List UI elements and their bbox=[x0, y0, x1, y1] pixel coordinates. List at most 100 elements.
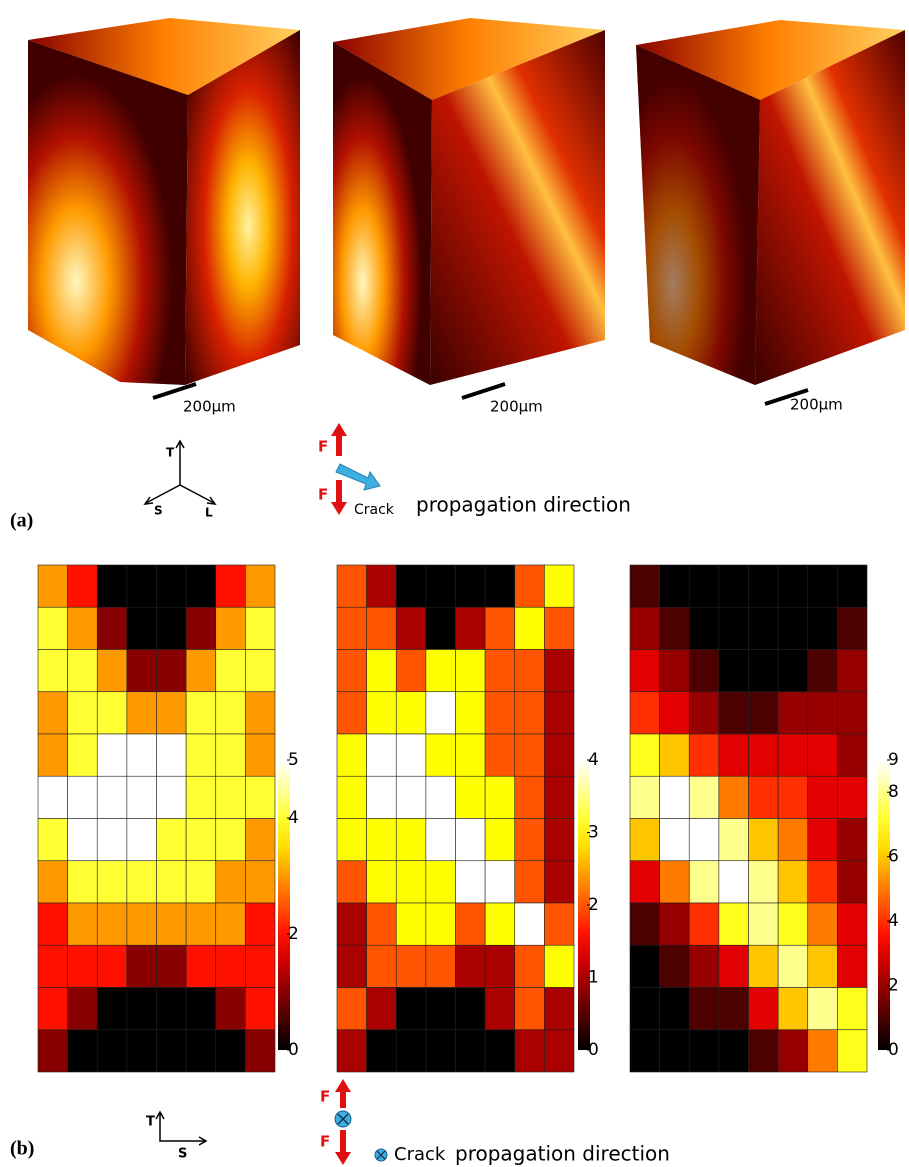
heatmap-cell bbox=[67, 944, 98, 988]
heatmap-cell bbox=[807, 860, 838, 904]
axis-label: L bbox=[205, 506, 213, 520]
heatmap-cell bbox=[659, 944, 690, 988]
force-arrows bbox=[331, 423, 381, 515]
heatmap-cell bbox=[425, 691, 456, 735]
heatmap-cell bbox=[37, 902, 68, 946]
heatmap-cell bbox=[544, 691, 575, 735]
axis-triad bbox=[143, 439, 217, 505]
heatmap-cell bbox=[96, 860, 128, 904]
heatmap-cell bbox=[837, 944, 868, 988]
heatmap-cell bbox=[718, 649, 749, 693]
colorbar-tick-label: 4 bbox=[288, 808, 299, 828]
heatmap-cell bbox=[659, 902, 690, 946]
heatmap-cell bbox=[629, 775, 660, 819]
heatmap-cell bbox=[688, 606, 720, 650]
heatmap-cell bbox=[96, 1029, 128, 1073]
heatmap-cell bbox=[156, 944, 187, 988]
heatmap-cell bbox=[336, 860, 367, 904]
heatmap-cell bbox=[215, 818, 246, 862]
heatmap-cell bbox=[336, 691, 367, 735]
heatmap-cell bbox=[544, 818, 575, 862]
heatmap-cell bbox=[215, 1029, 246, 1073]
heatmap-cell bbox=[544, 649, 575, 693]
heatmap-cell bbox=[807, 987, 838, 1031]
heatmap-cell bbox=[837, 818, 868, 862]
heatmap-cell bbox=[37, 944, 68, 988]
heatmap-cell bbox=[366, 902, 397, 946]
scale-label: 200µm bbox=[790, 396, 843, 414]
heatmap-cell bbox=[688, 564, 720, 608]
heatmap-cell bbox=[659, 691, 690, 735]
heatmap-cell bbox=[395, 564, 427, 608]
crack-label: Crack bbox=[394, 1144, 446, 1165]
heatmap-cell bbox=[366, 860, 397, 904]
heatmap-cell bbox=[366, 649, 397, 693]
heatmap-cell bbox=[807, 902, 838, 946]
heatmap-cell bbox=[156, 860, 187, 904]
heatmap-cell bbox=[215, 691, 246, 735]
heatmap-cell bbox=[748, 818, 779, 862]
heatmap-cell bbox=[245, 606, 276, 650]
heatmap-cell bbox=[336, 987, 367, 1031]
heatmap-cell bbox=[688, 649, 720, 693]
heatmap-cell bbox=[544, 987, 575, 1031]
heatmap-cell bbox=[67, 691, 98, 735]
heatmap-cell bbox=[688, 818, 720, 862]
colorbar-tick-label: 4 bbox=[588, 750, 599, 770]
heatmap-cell bbox=[185, 944, 217, 988]
heatmap-cell bbox=[484, 649, 516, 693]
heatmap-cell bbox=[67, 733, 98, 777]
heatmap-cell bbox=[688, 860, 720, 904]
heatmap-cell bbox=[185, 564, 217, 608]
heatmap-cell bbox=[777, 733, 809, 777]
heatmap-cell bbox=[718, 775, 749, 819]
heatmap-cell bbox=[807, 649, 838, 693]
heatmap-cell bbox=[659, 818, 690, 862]
colorbar-tick-label: 3 bbox=[588, 823, 599, 843]
heatmap-cell bbox=[514, 1029, 545, 1073]
heatmap-cell bbox=[185, 987, 217, 1031]
heatmap-cell bbox=[837, 691, 868, 735]
heatmap-cell bbox=[659, 860, 690, 904]
heatmap-cell bbox=[748, 649, 779, 693]
heatmap-cell bbox=[455, 818, 486, 862]
force-label: F bbox=[320, 1088, 330, 1106]
heatmap-cell bbox=[215, 606, 246, 650]
heatmap-cell bbox=[718, 944, 749, 988]
heatmap-cell bbox=[126, 818, 157, 862]
heatmap-cell bbox=[245, 733, 276, 777]
heatmap-cell bbox=[807, 944, 838, 988]
heatmap-cell bbox=[777, 860, 809, 904]
heatmap-cell bbox=[455, 944, 486, 988]
heatmap-cell bbox=[395, 691, 427, 735]
heatmap-cell bbox=[514, 564, 545, 608]
heatmap-cell bbox=[748, 606, 779, 650]
heatmap-cell bbox=[777, 944, 809, 988]
heatmap-cell bbox=[156, 649, 187, 693]
heatmap-cell bbox=[718, 564, 749, 608]
heatmap-cell bbox=[126, 775, 157, 819]
heatmap-cell bbox=[629, 733, 660, 777]
axis-label: S bbox=[154, 504, 163, 518]
heatmap-cell bbox=[718, 1029, 749, 1073]
heatmap-cell bbox=[67, 775, 98, 819]
heatmap-cell bbox=[484, 818, 516, 862]
heatmap-cell bbox=[126, 1029, 157, 1073]
colorbar-tick-label: 1 bbox=[588, 968, 599, 988]
heatmap-cell bbox=[185, 818, 217, 862]
heatmap-cell bbox=[215, 987, 246, 1031]
heatmap-cell bbox=[395, 860, 427, 904]
heatmap-cell bbox=[67, 860, 98, 904]
heatmap-cell bbox=[659, 733, 690, 777]
heatmap-cell bbox=[514, 775, 545, 819]
heatmap-cell bbox=[185, 775, 217, 819]
heatmap-cell bbox=[659, 649, 690, 693]
heatmap-cell bbox=[425, 564, 456, 608]
force-label: F bbox=[320, 1133, 330, 1151]
heatmap-cell bbox=[366, 564, 397, 608]
heatmap-cell bbox=[185, 606, 217, 650]
heatmap-cell bbox=[156, 775, 187, 819]
heatmap-cell bbox=[777, 1029, 809, 1073]
heatmap-cell bbox=[514, 987, 545, 1031]
crack-label: Crack bbox=[354, 502, 395, 518]
